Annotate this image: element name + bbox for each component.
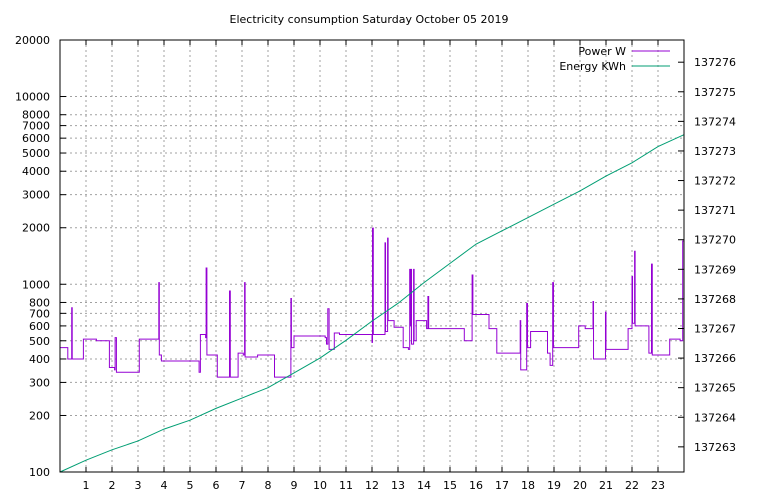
y-tick-label: 500	[29, 335, 50, 348]
y-tick-label: 2000	[22, 222, 50, 235]
y-tick-label: 6000	[22, 132, 50, 145]
y-tick-label: 4000	[22, 165, 50, 178]
chart-title: Electricity consumption Saturday October…	[230, 13, 509, 26]
y2-tick-label: 137271	[694, 204, 736, 217]
grid-lines	[60, 40, 684, 472]
y-tick-label: 3000	[22, 189, 50, 202]
series-line-energy	[59, 134, 685, 473]
y-tick-label: 8000	[22, 109, 50, 122]
x-tick-label: 10	[313, 479, 327, 492]
y-tick-label: 20000	[15, 34, 50, 47]
axes	[59, 39, 685, 473]
y-tick-label: 400	[29, 353, 50, 366]
x-tick-label: 2	[109, 479, 116, 492]
y-tick-label: 200	[29, 409, 50, 422]
y2-tick-label: 137267	[694, 322, 736, 335]
y2-tick-label: 137275	[694, 86, 736, 99]
x-tick-label: 7	[239, 479, 246, 492]
y-tick-label: 800	[29, 296, 50, 309]
legend-label-power: Power W	[578, 45, 626, 58]
y2-tick-label: 137273	[694, 145, 736, 158]
y-tick-label: 5000	[22, 147, 50, 160]
x-tick-label: 14	[417, 479, 431, 492]
series-line-power	[60, 227, 684, 378]
y2-tick-label: 137272	[694, 175, 736, 188]
x-tick-label: 22	[625, 479, 639, 492]
y-tick-label: 7000	[22, 120, 50, 133]
x-tick-label: 17	[495, 479, 509, 492]
legend-label-energy: Energy KWh	[559, 60, 626, 73]
y2-tick-label: 137274	[694, 115, 736, 128]
x-tick-label: 15	[443, 479, 457, 492]
series-lines	[59, 134, 685, 473]
x-tick-label: 21	[599, 479, 613, 492]
y-tick-label: 10000	[15, 91, 50, 104]
x-tick-label: 13	[391, 479, 405, 492]
y-tick-label: 600	[29, 320, 50, 333]
legend: Power W Energy KWh	[559, 45, 670, 73]
y-tick-label: 700	[29, 307, 50, 320]
x-tick-label: 20	[573, 479, 587, 492]
y2-tick-label: 137268	[694, 293, 736, 306]
x-tick-label: 19	[547, 479, 561, 492]
y2-tick-label: 137266	[694, 352, 736, 365]
x-tick-label: 3	[135, 479, 142, 492]
y2-tick-label: 137263	[694, 441, 736, 454]
y2-tick-label: 137276	[694, 56, 736, 69]
x-tick-label: 5	[187, 479, 194, 492]
x-tick-label: 9	[291, 479, 298, 492]
plot-frame	[59, 39, 685, 473]
y2-tick-labels: 137263 137264 137265 137266 137267 137268 1372…	[694, 56, 736, 454]
y2-tick-label: 137270	[694, 234, 736, 247]
y2-tick-label: 137264	[694, 411, 736, 424]
x-tick-label: 12	[365, 479, 379, 492]
y-tick-label: 1000	[22, 278, 50, 291]
y2-tick-label: 137269	[694, 263, 736, 276]
x-tick-label: 1	[83, 479, 90, 492]
x-tick-label: 23	[651, 479, 665, 492]
x-tick-label: 8	[265, 479, 272, 492]
x-tick-label: 16	[469, 479, 483, 492]
x-tick-label: 11	[339, 479, 353, 492]
x-tick-label: 4	[161, 479, 168, 492]
y-tick-label: 100	[29, 466, 50, 479]
y-tick-label: 300	[29, 376, 50, 389]
x-tick-label: 18	[521, 479, 535, 492]
x-tick-labels: 1 2 3 4 5 6 7 8 9 10 11 12 13 14 15 16 17 18 19 20 21 22 23	[83, 479, 666, 492]
x-tick-label: 6	[213, 479, 220, 492]
y2-tick-label: 137265	[694, 382, 736, 395]
